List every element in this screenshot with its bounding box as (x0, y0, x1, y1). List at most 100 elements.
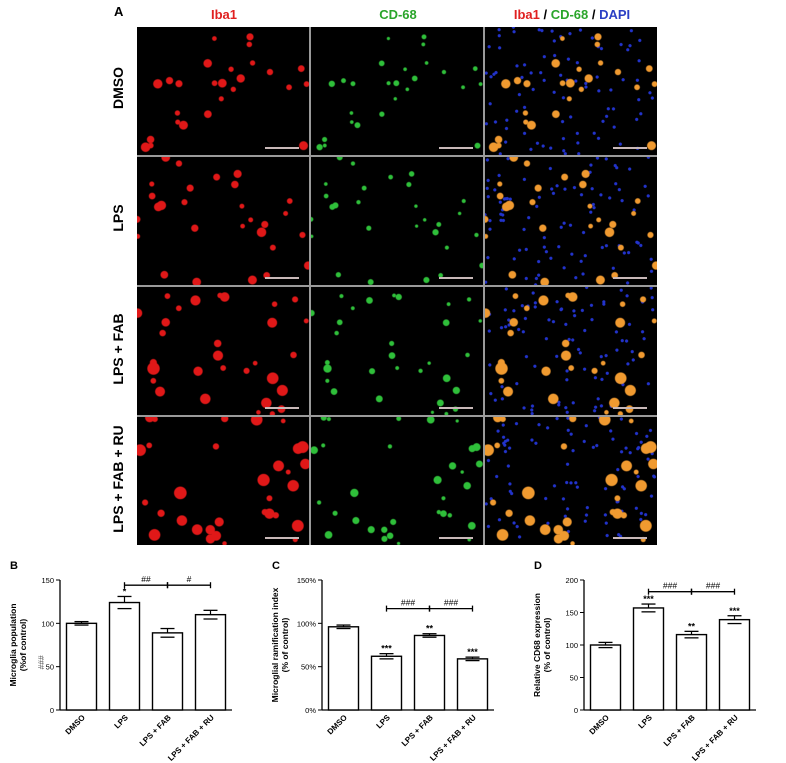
scale-bar (265, 147, 299, 149)
micrograph-lps-fab-iba1 (137, 287, 309, 415)
y-axis-label: (% of control) (542, 617, 552, 672)
x-tick-label: DMSO (64, 713, 87, 736)
bar (456, 658, 489, 711)
scale-bar (613, 277, 647, 279)
chart-c: C 0% 50% 100% 150% Microglial ramification in… (270, 560, 494, 763)
y-tick-label: 0 (50, 706, 54, 715)
x-tick-label: LPS + FAB + RU (166, 713, 216, 763)
bracket-label: ## (141, 574, 151, 584)
bracket-label: ### (444, 598, 458, 608)
x-tick-label: LPS + FAB (400, 713, 435, 748)
significance-mark: *** (643, 594, 654, 604)
overlay-annotation: ### (36, 655, 46, 669)
chart-d: D 0 50 100 150 200 Relative CD68 expression (% … (532, 560, 756, 763)
column-header-part: DAPI (599, 7, 631, 22)
bar (327, 626, 360, 711)
micrograph-lps-fab-ru-merge (485, 417, 657, 545)
bar (370, 655, 403, 711)
bracket-label: # (187, 574, 192, 584)
column-header-iba1: Iba1 (139, 7, 309, 22)
y-tick-label: 0% (305, 706, 316, 715)
significance-mark: * (123, 586, 127, 596)
significance-mark: ** (688, 621, 696, 631)
significance-mark: ** (426, 624, 434, 634)
column-header-part: / (588, 7, 600, 22)
bar (151, 632, 184, 711)
x-tick-label: LPS + FAB + RU (428, 713, 478, 763)
x-tick-label: LPS + FAB (662, 713, 697, 748)
panel-letter: D (534, 560, 542, 572)
y-axis-label: (%of control) (18, 619, 28, 672)
scale-bar (613, 537, 647, 539)
y-tick-label: 50 (46, 663, 54, 672)
y-tick-label: 50 (570, 674, 578, 683)
scale-bar (439, 147, 473, 149)
scale-bar (613, 147, 647, 149)
micrograph-lps-fab-cd68 (311, 287, 483, 415)
y-tick-label: 150 (41, 576, 54, 585)
x-tick-label: LPS (637, 713, 655, 731)
micrograph-lps-merge (485, 157, 657, 285)
y-tick-label: 100% (297, 619, 317, 628)
micrograph-lps-fab-ru-cd68 (311, 417, 483, 545)
y-tick-label: 0 (574, 706, 578, 715)
x-tick-label: DMSO (588, 713, 611, 736)
bracket-label: ### (401, 598, 415, 608)
column-header-part: Iba1 (210, 7, 237, 22)
x-tick-label: LPS + FAB + RU (690, 713, 740, 763)
y-axis-label: Microglia population (8, 603, 18, 686)
y-axis-label: Microglial ramification index (270, 587, 280, 702)
scale-bar (265, 407, 299, 409)
x-tick-label: LPS (113, 713, 131, 731)
bar (718, 618, 751, 711)
bar (675, 633, 708, 711)
y-tick-label: 100 (41, 619, 54, 628)
x-tick-label: LPS + FAB (138, 713, 173, 748)
x-tick-label: LPS (375, 713, 393, 731)
row-label-dmso: DMSO (110, 67, 126, 109)
significance-mark: *** (381, 644, 392, 654)
micrograph-grid (137, 27, 657, 545)
micrograph-dmso-cd68 (311, 27, 483, 155)
panel-letter: C (272, 560, 280, 572)
y-tick-label: 150 (565, 609, 578, 618)
scale-bar (613, 407, 647, 409)
column-header-part: / (539, 7, 551, 22)
scale-bar (439, 537, 473, 539)
x-tick-label: DMSO (326, 713, 349, 736)
column-header-merge: Iba1 / CD-68 / DAPI (487, 7, 657, 22)
micrograph-lps-iba1 (137, 157, 309, 285)
column-header-part: CD-68 (379, 7, 417, 22)
scale-bar (265, 537, 299, 539)
scale-bar (439, 407, 473, 409)
y-axis-label: (% of control) (280, 617, 290, 672)
micrograph-dmso-iba1 (137, 27, 309, 155)
bar (632, 607, 665, 711)
y-tick-label: 50% (301, 663, 316, 672)
bracket-label: ### (706, 581, 720, 591)
column-header-part: CD-68 (550, 7, 589, 22)
column-header-part: Iba1 (513, 7, 540, 22)
y-tick-label: 200 (565, 576, 578, 585)
panel-letter-a: A (114, 4, 124, 19)
micrograph-lps-cd68 (311, 157, 483, 285)
y-tick-label: 150% (297, 576, 317, 585)
bar (65, 622, 98, 711)
row-label-lps: LPS (110, 204, 126, 232)
bar (413, 634, 446, 711)
bar (194, 613, 227, 711)
y-axis-label: Relative CD68 expression (532, 593, 542, 697)
bracket-label: ### (663, 581, 677, 591)
micrograph-dmso-merge (485, 27, 657, 155)
scale-bar (439, 277, 473, 279)
significance-mark: *** (729, 606, 740, 616)
scale-bar (265, 277, 299, 279)
micrograph-lps-fab-merge (485, 287, 657, 415)
significance-mark: *** (467, 647, 478, 657)
y-tick-label: 100 (565, 641, 578, 650)
chart-b: B 0 50 100 150 Microglia population (%of contr… (8, 560, 232, 763)
panel-letter: B (10, 560, 18, 572)
column-header-cd68: CD-68 (313, 7, 483, 22)
bar (589, 644, 622, 711)
micrograph-lps-fab-ru-iba1 (137, 417, 309, 545)
